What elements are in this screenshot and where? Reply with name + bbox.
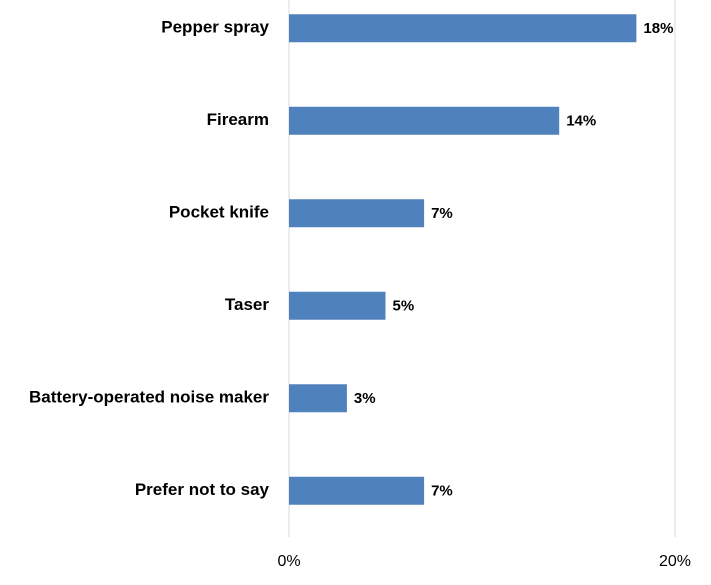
x-tick-label: 0% — [277, 553, 300, 570]
category-label: Prefer not to say — [135, 480, 270, 499]
category-label: Pocket knife — [169, 203, 269, 222]
value-label: 18% — [643, 20, 673, 37]
bar — [289, 14, 637, 43]
x-tick-label: 20% — [659, 553, 691, 570]
bar — [289, 291, 386, 320]
bar — [289, 199, 425, 228]
bar — [289, 106, 560, 135]
category-label: Firearm — [207, 110, 269, 129]
bar — [289, 384, 347, 413]
value-label: 14% — [566, 113, 596, 130]
value-label: 3% — [354, 390, 376, 407]
value-label: 5% — [393, 298, 415, 315]
category-label: Battery-operated noise maker — [29, 388, 269, 407]
category-label: Taser — [225, 295, 269, 314]
value-label: 7% — [431, 483, 453, 500]
bar — [289, 476, 425, 505]
category-label: Pepper spray — [161, 18, 269, 37]
value-label: 7% — [431, 205, 453, 222]
